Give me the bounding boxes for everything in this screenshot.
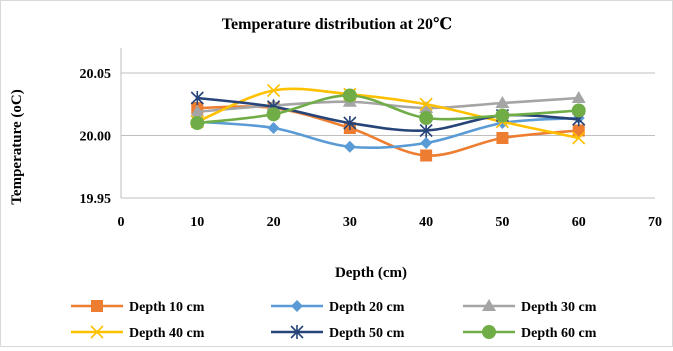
legend-marker [482, 299, 496, 311]
legend-marker [90, 325, 104, 339]
data-point [496, 132, 509, 144]
legend-label: Depth 10 cm [129, 300, 205, 315]
data-point [190, 116, 205, 130]
data-point [267, 122, 280, 134]
legend-marker [482, 325, 496, 339]
x-tick-label: 30 [343, 215, 357, 230]
data-point [267, 83, 281, 98]
data-point [571, 103, 586, 118]
x-tick-label: 50 [495, 215, 509, 230]
data-point [571, 91, 586, 103]
x-tick-label: 20 [267, 215, 281, 230]
series-line [196, 87, 579, 140]
y-axis-title: Temperature (oC) [9, 89, 25, 204]
data-point [420, 149, 433, 162]
legend-item: Depth 50 cm [271, 325, 405, 341]
legend-item: Depth 60 cm [463, 325, 597, 341]
x-tick-label: 60 [572, 215, 586, 230]
legend-marker [290, 325, 304, 339]
legend-label: Depth 60 cm [521, 326, 597, 341]
data-point [572, 124, 585, 137]
legend-label: Depth 20 cm [329, 300, 405, 315]
legend-item: Depth 20 cm [271, 300, 405, 315]
legend-item: Depth 40 cm [71, 325, 205, 341]
data-point [342, 88, 357, 103]
series-depth-10-cm [191, 102, 585, 162]
legend-item: Depth 30 cm [463, 299, 597, 315]
data-point [572, 131, 586, 145]
y-tick-label: 20.05 [80, 67, 112, 82]
legend-label: Depth 40 cm [129, 326, 205, 341]
series-group [190, 83, 586, 162]
series-line [197, 116, 579, 150]
data-point [419, 97, 433, 111]
legend-marker [291, 300, 303, 312]
data-point [419, 111, 434, 125]
data-point [419, 123, 433, 138]
data-point [343, 140, 356, 153]
y-tick-label: 19.95 [80, 192, 112, 207]
temperature-line-chart: Temperature distribution at 20℃ Temperat… [9, 16, 662, 341]
data-point [495, 96, 510, 108]
legend-item: Depth 10 cm [71, 300, 205, 315]
legend-label: Depth 30 cm [521, 300, 597, 315]
legend-marker [91, 300, 103, 312]
x-tick-label: 10 [190, 215, 204, 230]
data-point [420, 137, 433, 149]
chart-title: Temperature distribution at 20℃ [222, 16, 452, 33]
data-point [419, 101, 434, 113]
legend: Depth 10 cm Depth 20 cm Depth 30 cm Depth 4… [71, 299, 597, 341]
axes: 19.95 20.00 20.05 0 10 20 30 40 50 60 70 [80, 48, 662, 230]
data-point [190, 91, 204, 105]
x-tick-label: 0 [118, 215, 125, 230]
x-axis-title: Depth (cm) [335, 265, 407, 281]
data-point [343, 116, 357, 130]
legend-label: Depth 50 cm [329, 326, 405, 341]
data-point [190, 104, 205, 117]
y-tick-label: 20.00 [80, 130, 112, 145]
series-depth-60-cm [190, 88, 586, 130]
data-point [495, 108, 510, 123]
x-tick-label: 40 [419, 215, 433, 230]
x-tick-label: 70 [648, 215, 662, 230]
data-point [266, 107, 281, 122]
